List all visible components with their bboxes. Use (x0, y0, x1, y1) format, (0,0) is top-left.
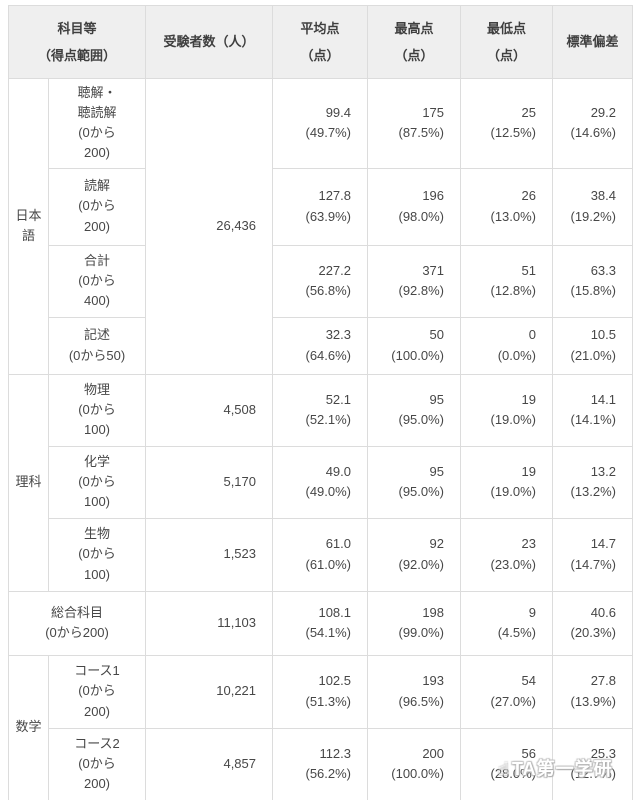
max-cell: 95 (95.0%) (367, 373, 462, 447)
table-row-general-subjects: 総合科目 (0から200) 11,103 108.1 (54.1%) 198 (… (7, 590, 634, 656)
std-cell: 40.6 (20.3%) (552, 590, 634, 656)
subject-cell-reading: 読解 (0から 200) (47, 167, 147, 246)
table-row-chemistry: 化学 (0から 100) 5,170 49.0 (49.0%) 95 (95.0… (9, 445, 634, 519)
min-cell: 0 (0.0%) (460, 316, 554, 375)
header-subject-range: 科目等 （得点範囲） (7, 5, 147, 79)
header-average: 平均点 （点） (272, 5, 369, 79)
header-row: 科目等 （得点範囲） 受験者数（人） 平均点 （点） 最高点 （点） 最低点 （… (7, 5, 634, 79)
pointing-hand-icon: ☝ (498, 759, 510, 779)
examinees-cell: 5,170 (145, 445, 274, 519)
examinees-cell: 4,508 (145, 373, 274, 447)
max-cell: 198 (99.0%) (367, 590, 462, 656)
subject-cell-listening: 聴解・ 聴読解 (0から 200) (47, 78, 147, 169)
max-cell: 200 (100.0%) (367, 727, 462, 800)
std-cell: 14.1 (14.1%) (552, 373, 634, 447)
subject-cell-course1: コース1 (0から 200) (47, 654, 147, 729)
examinees-cell-japanese: 26,436 (145, 78, 274, 375)
subject-cell-general: 総合科目 (0から200) (7, 590, 147, 656)
avg-cell: 49.0 (49.0%) (272, 445, 369, 519)
header-examinees: 受験者数（人） (145, 5, 274, 79)
group-cell-math: 数学 (8, 654, 49, 800)
header-max: 最高点 （点） (367, 5, 462, 79)
min-cell: 19 (19.0%) (460, 373, 554, 447)
max-cell: 371 (92.8%) (367, 244, 462, 318)
min-cell: 9 (4.5%) (460, 590, 554, 656)
std-cell: 63.3 (15.8%) (552, 244, 634, 318)
std-cell: 38.4 (19.2%) (552, 167, 634, 246)
header-stddev: 標準偏差 (552, 5, 634, 79)
watermark: ☝ TA第一学研 (498, 755, 613, 781)
avg-cell: 99.4 (49.7%) (272, 78, 369, 169)
max-cell: 95 (95.0%) (367, 445, 462, 519)
avg-cell: 102.5 (51.3%) (272, 654, 369, 729)
std-cell: 14.7 (14.7%) (552, 517, 634, 592)
group-cell-japanese: 日本 語 (8, 78, 49, 375)
std-cell: 25.3 (12.7%) (552, 727, 634, 800)
examinees-cell: 10,221 (145, 654, 274, 729)
avg-cell: 227.2 (56.8%) (272, 244, 369, 318)
subject-cell-writing: 記述 (0から50) (47, 316, 147, 375)
std-cell: 29.2 (14.6%) (552, 78, 634, 169)
min-cell: 26 (13.0%) (460, 167, 554, 246)
subject-cell-course2: コース2 (0から 200) (47, 727, 147, 800)
subject-cell-physics: 物理 (0から 100) (47, 373, 147, 447)
min-cell: 19 (19.0%) (460, 445, 554, 519)
min-cell: 23 (23.0%) (460, 517, 554, 592)
std-cell: 10.5 (21.0%) (552, 316, 634, 375)
min-cell: 54 (27.0%) (460, 654, 554, 729)
table-row-physics: 理科 物理 (0から 100) 4,508 52.1 (52.1%) 95 (9… (8, 373, 634, 592)
avg-cell: 52.1 (52.1%) (272, 373, 369, 447)
max-cell: 50 (100.0%) (367, 316, 462, 375)
table-row-reading: 読解 (0から 200) 127.8 (63.9%) 196 (98.0%) 2… (9, 167, 634, 246)
header-min: 最低点 （点） (460, 5, 554, 79)
avg-cell: 32.3 (64.6%) (272, 316, 369, 375)
table-row-biology: 生物 (0から 100) 1,523 61.0 (61.0%) 92 (92.0… (9, 517, 634, 592)
examinees-cell: 4,857 (145, 727, 274, 800)
table-row-total: 合計 (0から 400) 227.2 (56.8%) 371 (92.8%) 5… (9, 244, 634, 318)
examinees-cell: 11,103 (145, 590, 274, 656)
score-table: 科目等 （得点範囲） 受験者数（人） 平均点 （点） 最高点 （点） 最低点 （… (7, 5, 634, 800)
max-cell: 92 (92.0%) (367, 517, 462, 592)
std-cell: 13.2 (13.2%) (552, 445, 634, 519)
group-cell-science: 理科 (8, 373, 49, 592)
avg-cell: 108.1 (54.1%) (272, 590, 369, 656)
score-table-wrapper: 科目等 （得点範囲） 受験者数（人） 平均点 （点） 最高点 （点） 最低点 （… (7, 5, 634, 800)
max-cell: 196 (98.0%) (367, 167, 462, 246)
table-row-math-course2: コース2 (0から 200) 4,857 112.3 (56.2%) 200 (… (9, 727, 634, 800)
min-cell: 56 (28.0%) (460, 727, 554, 800)
subject-cell-total: 合計 (0から 400) (47, 244, 147, 318)
table-row-listening: 日本 語 聴解・ 聴読解 (0から 200) 26,436 99.4 (49.7… (8, 78, 634, 375)
table-row-math-course1: 数学 コース1 (0から 200) 10,221 102.5 (51.3%) 1… (8, 654, 634, 800)
avg-cell: 127.8 (63.9%) (272, 167, 369, 246)
std-cell: 27.8 (13.9%) (552, 654, 634, 729)
avg-cell: 112.3 (56.2%) (272, 727, 369, 800)
table-row-writing: 記述 (0から50) 32.3 (64.6%) 50 (100.0%) 0 (0… (9, 316, 634, 375)
avg-cell: 61.0 (61.0%) (272, 517, 369, 592)
subject-cell-chemistry: 化学 (0から 100) (47, 445, 147, 519)
max-cell: 175 (87.5%) (367, 78, 462, 169)
subject-cell-biology: 生物 (0から 100) (47, 517, 147, 592)
min-cell: 51 (12.8%) (460, 244, 554, 318)
examinees-cell: 1,523 (145, 517, 274, 592)
max-cell: 193 (96.5%) (367, 654, 462, 729)
watermark-text: TA第一学研 (511, 759, 613, 779)
min-cell: 25 (12.5%) (460, 78, 554, 169)
